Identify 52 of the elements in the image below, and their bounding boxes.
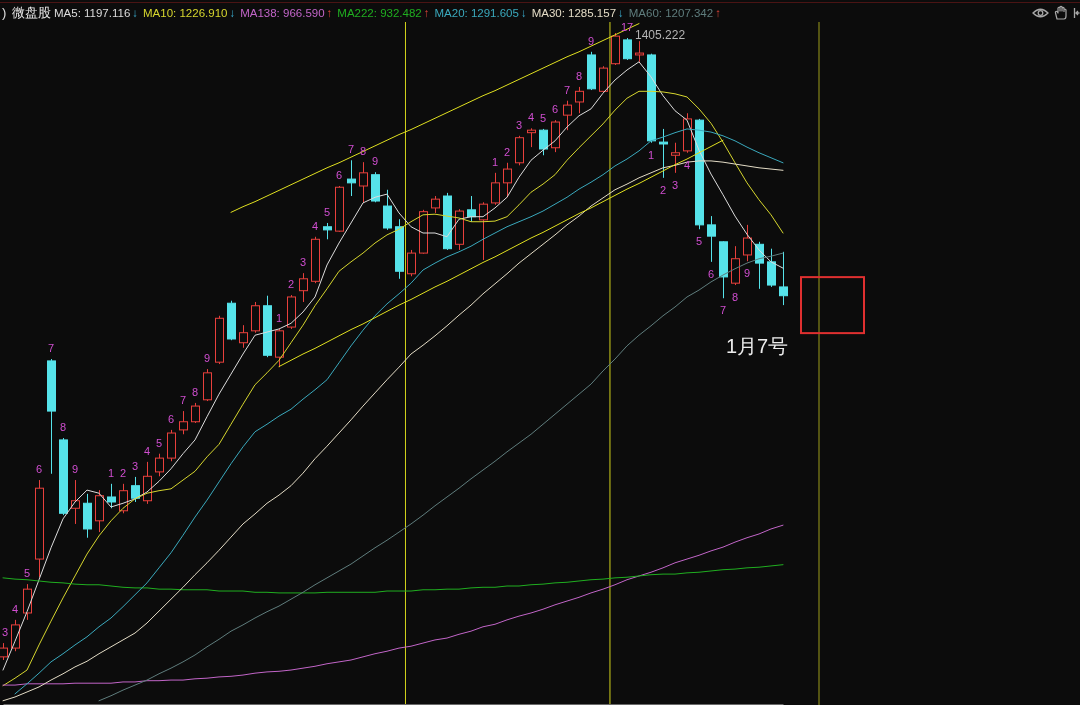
text: 3: [671, 178, 679, 191]
text: 9: [203, 352, 211, 365]
text: 9: [587, 34, 595, 47]
text: 9: [743, 267, 751, 280]
text: 3: [131, 459, 139, 472]
text: 6: [707, 267, 715, 280]
text: 7: [347, 143, 355, 156]
text: 6: [35, 463, 43, 476]
text: 3: [1, 626, 9, 639]
chart-title: 微盘股: [12, 6, 51, 20]
text: 7: [179, 394, 187, 407]
text: 2: [287, 278, 295, 291]
text: MA60: 1207.342↑: [628, 7, 721, 19]
text: 4: [527, 111, 535, 124]
text: 4: [11, 602, 19, 615]
text: 1: [647, 148, 655, 161]
text: MA10: 1226.910↓: [143, 7, 236, 19]
text: 2: [659, 183, 667, 196]
text: 5: [155, 436, 163, 449]
text: 5: [323, 205, 331, 218]
text: MA30: 1285.157↓: [531, 7, 624, 19]
text: 4: [311, 219, 319, 232]
text: 6: [167, 412, 175, 425]
text: ): [2, 5, 7, 20]
annotation: 1405.222: [635, 28, 686, 42]
text: 8: [191, 385, 199, 398]
text: 7: [563, 83, 571, 96]
text: 1: [491, 155, 499, 168]
text: MA5: 1197.116↓: [54, 7, 139, 19]
text: MA138: 966.590↑: [240, 7, 333, 19]
text: 9: [371, 155, 379, 168]
text: 4: [143, 444, 151, 457]
text: 5: [539, 111, 547, 124]
text: 8: [731, 291, 739, 304]
text: MA222: 932.482↑: [337, 7, 430, 19]
annotation: 1月7号: [725, 335, 789, 358]
text: 2: [119, 466, 127, 479]
text: 7: [719, 304, 727, 317]
text: 6: [335, 168, 343, 181]
text: 1: [107, 466, 115, 479]
text: 2: [503, 145, 511, 158]
text: 5: [23, 567, 31, 580]
text: MA20: 1291.605↓: [434, 7, 527, 19]
text: 3: [299, 256, 307, 269]
text: 9: [71, 463, 79, 476]
text: 7: [47, 342, 55, 355]
text: 3: [515, 118, 523, 131]
text: 6: [551, 103, 559, 116]
text: 5: [695, 235, 703, 248]
text: 8: [59, 421, 67, 434]
text: 1: [275, 311, 283, 324]
text: 8: [575, 69, 583, 82]
